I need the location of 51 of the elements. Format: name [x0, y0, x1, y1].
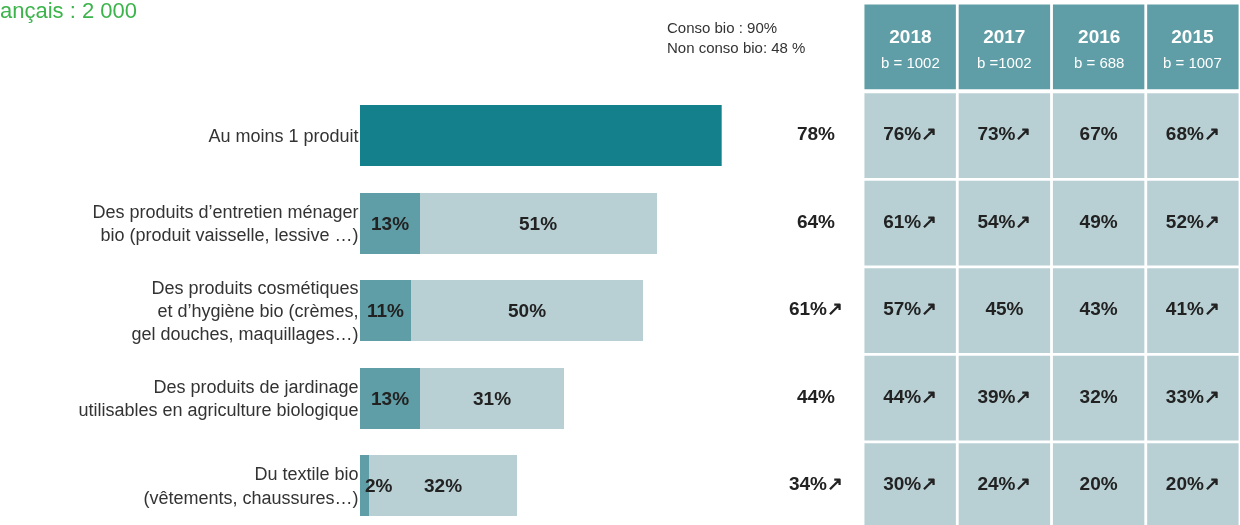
bar: [410, 280, 643, 342]
data-label: 32%: [424, 475, 463, 496]
data-label: 67%: [1079, 123, 1118, 145]
data-label: 13%: [371, 388, 410, 409]
text: Conso bio : 90% Non conso bio: 48 %: [667, 19, 806, 56]
data-label: 54%↗: [977, 210, 1032, 232]
bar: [359, 105, 722, 167]
data-label: 32%: [1079, 385, 1118, 407]
bar: [359, 192, 420, 254]
data-label: 64%: [796, 210, 836, 232]
data-label: 61%↗: [788, 298, 843, 320]
data-label: 52%↗: [1165, 210, 1220, 232]
x-tick-label: 2017 b =1002: [977, 26, 1032, 71]
data-label: 33%↗: [1165, 385, 1220, 407]
bar: [359, 280, 411, 342]
data-label: 78%: [796, 123, 836, 145]
data-label: 41%↗: [1165, 298, 1220, 320]
y-tick-label: Des produits d’entretien ménager bio (produit vaisselle, lessive …): [92, 201, 359, 246]
data-label: 20%: [1079, 473, 1118, 495]
data-label: 57%↗: [883, 298, 938, 320]
data-label: 73%↗: [977, 123, 1032, 145]
y-tick-label: Des produits de jardinage utilisables en agriculture biologique: [78, 376, 359, 421]
bar: [359, 367, 420, 429]
x-tick-label: 2016 b = 688: [1074, 26, 1125, 71]
data-label: 30%↗: [883, 473, 938, 495]
data-label: 44%↗: [883, 385, 938, 407]
bar: [419, 192, 657, 254]
data-label: 50%: [508, 300, 547, 321]
y-tick-label: Au moins 1 produit: [208, 125, 359, 146]
y-tick-label: Des produits cosmétiques et d’hygiène bio (crèmes, gel douches, maquillages…): [131, 277, 359, 345]
data-label: 49%: [1079, 210, 1118, 232]
bar: [419, 367, 564, 429]
data-label: 34%↗: [788, 473, 843, 495]
data-label: 39%↗: [977, 385, 1032, 407]
data-label: 24%↗: [977, 473, 1032, 495]
data-label: 2%: [365, 475, 393, 496]
x-tick-label: 2015 b = 1007: [1163, 26, 1222, 71]
data-label: 31%: [473, 388, 512, 409]
data-label: 20%↗: [1165, 473, 1220, 495]
data-label: 51%: [519, 213, 558, 234]
data-label: 76%↗: [883, 123, 938, 145]
data-label: 11%: [367, 300, 405, 321]
text: ançais : 2 000: [0, 0, 137, 24]
data-label: 13%: [371, 213, 410, 234]
data-label: 43%: [1079, 298, 1118, 320]
y-tick-label: Du textile bio (vêtements, chaussures…): [143, 464, 359, 508]
x-tick-label: 2018 b = 1002: [881, 26, 940, 71]
data-label: 44%: [796, 385, 836, 407]
data-label: 68%↗: [1165, 123, 1220, 145]
data-label: 61%↗: [883, 210, 938, 232]
data-label: 45%: [985, 298, 1024, 320]
